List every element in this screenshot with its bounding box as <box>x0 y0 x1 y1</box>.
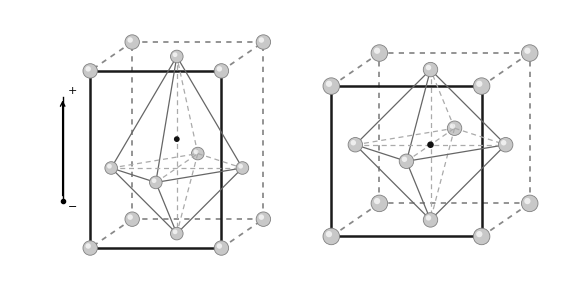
Circle shape <box>423 213 438 227</box>
Circle shape <box>86 243 91 249</box>
Circle shape <box>125 35 139 49</box>
Circle shape <box>371 45 387 61</box>
Circle shape <box>149 176 162 189</box>
Circle shape <box>426 215 431 220</box>
Circle shape <box>193 149 199 154</box>
Circle shape <box>174 136 180 142</box>
Circle shape <box>105 162 118 174</box>
Circle shape <box>427 141 434 148</box>
Circle shape <box>214 64 228 78</box>
Circle shape <box>173 229 177 234</box>
Circle shape <box>170 227 183 240</box>
Circle shape <box>83 241 98 255</box>
Circle shape <box>521 195 538 212</box>
Circle shape <box>127 214 133 220</box>
Circle shape <box>326 231 332 237</box>
Circle shape <box>476 81 482 87</box>
Circle shape <box>426 65 431 70</box>
Circle shape <box>423 62 438 77</box>
Circle shape <box>170 50 183 63</box>
Circle shape <box>476 231 482 237</box>
Circle shape <box>348 138 363 152</box>
Circle shape <box>259 214 264 220</box>
Circle shape <box>402 156 407 162</box>
Circle shape <box>371 195 387 212</box>
Circle shape <box>125 212 139 226</box>
Circle shape <box>152 178 157 183</box>
Circle shape <box>256 35 270 49</box>
Circle shape <box>86 66 91 72</box>
Circle shape <box>216 66 222 72</box>
Circle shape <box>374 48 380 54</box>
Circle shape <box>323 228 340 245</box>
Circle shape <box>236 162 249 174</box>
Circle shape <box>107 164 112 169</box>
Circle shape <box>323 78 340 94</box>
Circle shape <box>501 140 506 146</box>
Circle shape <box>238 164 243 169</box>
Circle shape <box>216 243 222 249</box>
Text: +: + <box>68 86 77 96</box>
Circle shape <box>374 198 380 204</box>
Circle shape <box>259 37 264 43</box>
Text: −: − <box>68 202 77 212</box>
Circle shape <box>192 147 204 160</box>
Circle shape <box>474 228 490 245</box>
Circle shape <box>524 198 530 204</box>
Circle shape <box>498 138 513 152</box>
Circle shape <box>83 64 98 78</box>
Circle shape <box>326 81 332 87</box>
Circle shape <box>400 154 414 168</box>
Circle shape <box>450 123 455 129</box>
Circle shape <box>214 241 228 255</box>
Circle shape <box>524 48 530 54</box>
Circle shape <box>447 121 461 136</box>
Circle shape <box>351 140 356 146</box>
Circle shape <box>474 78 490 94</box>
Circle shape <box>173 52 177 57</box>
Circle shape <box>521 45 538 61</box>
Circle shape <box>127 37 133 43</box>
Circle shape <box>256 212 270 226</box>
